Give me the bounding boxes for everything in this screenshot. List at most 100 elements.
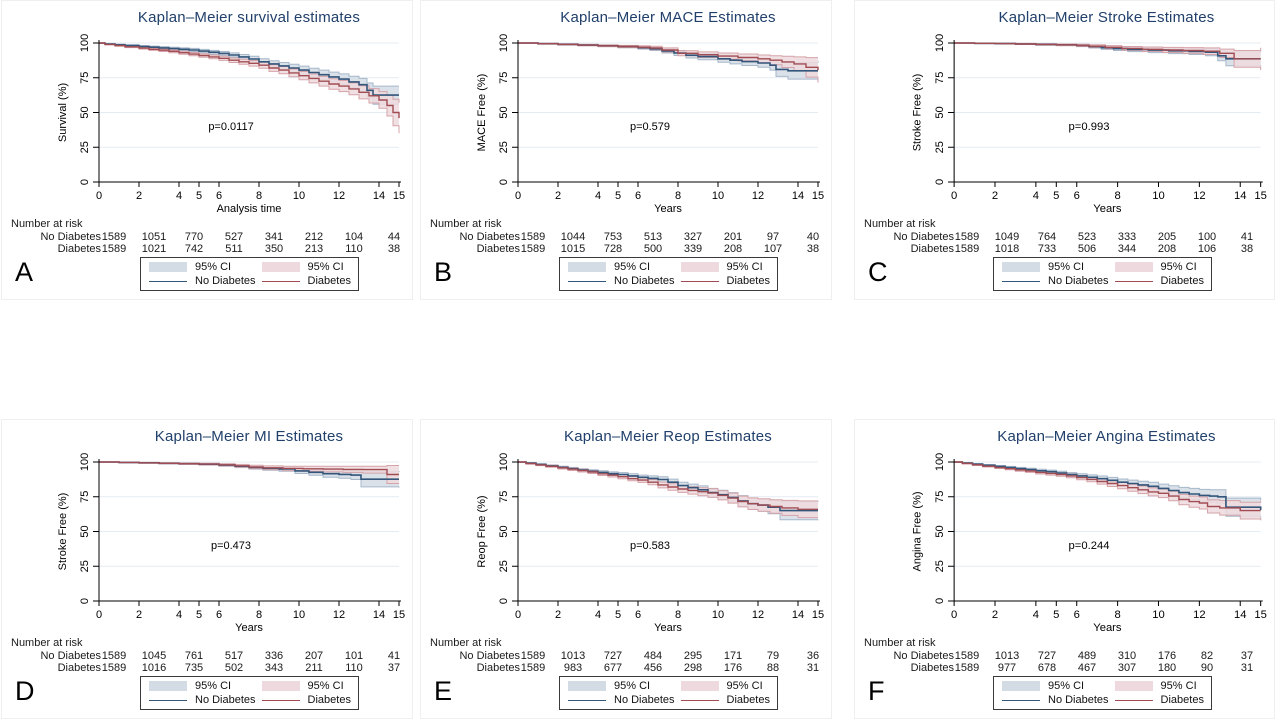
- svg-text:2: 2: [555, 609, 561, 621]
- legend-label: 95% CI: [307, 680, 344, 692]
- risk-row-no-diabetes: No Diabetes 1589 1051 770 527 341 212 104 44: [2, 231, 412, 243]
- risk-count: 31: [806, 662, 820, 674]
- legend-label: Diabetes: [307, 694, 351, 706]
- svg-text:12: 12: [752, 190, 764, 202]
- risk-count: 37: [387, 662, 401, 674]
- legend-item-ci-diabetes: 95% CI: [675, 261, 775, 273]
- line-blue-symbol: [149, 280, 187, 282]
- risk-row-label: Diabetes: [476, 662, 520, 674]
- risk-count: 212: [304, 231, 324, 243]
- svg-text:4: 4: [176, 190, 182, 202]
- risk-count: 753: [603, 231, 623, 243]
- svg-text:5: 5: [196, 190, 202, 202]
- legend-item-no-diabetes: No Diabetes: [143, 694, 256, 706]
- legend-item-diabetes: Diabetes: [675, 275, 775, 287]
- svg-text:25: 25: [934, 141, 946, 153]
- svg-text:12: 12: [1193, 609, 1205, 621]
- risk-count: 1589: [954, 662, 980, 674]
- risk-count: 1016: [141, 662, 167, 674]
- panel-letter: B: [434, 257, 453, 287]
- svg-text:10: 10: [1152, 609, 1164, 621]
- risk-count: 101: [344, 650, 364, 662]
- risk-count: 79: [766, 650, 780, 662]
- svg-text:8: 8: [1114, 190, 1120, 202]
- legend-label: No Diabetes: [195, 694, 256, 706]
- svg-text:50: 50: [498, 106, 510, 118]
- risk-row-no-diabetes: No Diabetes 1589 1013 727 484 295 171 79 36: [421, 650, 831, 662]
- svg-text:12: 12: [752, 609, 764, 621]
- svg-text:Analysis time: Analysis time: [217, 203, 282, 215]
- risk-count: 295: [683, 650, 703, 662]
- svg-text:8: 8: [256, 190, 262, 202]
- risk-row-label: No Diabetes: [459, 650, 520, 662]
- chart-title: Kaplan–Meier MACE Estimates: [560, 9, 776, 26]
- legend: 95% CI 95% CI No Diabetes Diabetes: [559, 257, 778, 291]
- risk-count: 735: [184, 662, 204, 674]
- line-red-symbol: [680, 699, 719, 701]
- risk-count: 176: [1157, 650, 1177, 662]
- risk-count: 201: [723, 231, 743, 243]
- svg-text:Years: Years: [1093, 203, 1122, 215]
- svg-text:75: 75: [79, 491, 91, 503]
- km-panel-4: Kaplan–Meier Reop Estimates 0 25 50 75 100 Re…: [420, 419, 832, 719]
- legend-label: Diabetes: [1160, 275, 1204, 287]
- risk-count: 742: [184, 243, 204, 255]
- ci-red-swatch: [680, 262, 719, 272]
- km-panel-0: Kaplan–Meier survival estimates 0 25 50 75 1…: [1, 0, 413, 300]
- risk-count: 1589: [101, 662, 127, 674]
- ci-blue-swatch: [149, 262, 187, 272]
- risk-count: 1589: [101, 231, 127, 243]
- svg-text:25: 25: [498, 141, 510, 153]
- line-red-symbol: [261, 280, 300, 282]
- svg-text:6: 6: [216, 190, 222, 202]
- panel-letter: E: [434, 676, 453, 706]
- svg-text:4: 4: [176, 609, 182, 621]
- risk-count: 333: [1117, 231, 1137, 243]
- svg-text:100: 100: [79, 34, 91, 52]
- risk-count: 1045: [141, 650, 167, 662]
- risk-row-no-diabetes: No Diabetes 1589 1045 761 517 336 207 101 41: [2, 650, 412, 662]
- panel-letter: A: [15, 257, 34, 287]
- chart-title: Kaplan–Meier Stroke Estimates: [998, 9, 1215, 26]
- line-blue-symbol: [1002, 699, 1040, 701]
- svg-text:15: 15: [393, 609, 405, 621]
- risk-row-no-diabetes: No Diabetes 1589 1044 753 513 327 201 97 40: [421, 231, 831, 243]
- svg-text:0: 0: [79, 179, 91, 185]
- svg-text:2: 2: [992, 609, 998, 621]
- svg-text:10: 10: [712, 609, 724, 621]
- risk-count: 727: [603, 650, 623, 662]
- risk-count: 1015: [560, 243, 586, 255]
- svg-text:p=0.473: p=0.473: [211, 540, 251, 552]
- line-red-symbol: [1114, 699, 1153, 701]
- risk-row-label: Diabetes: [476, 243, 520, 255]
- svg-text:0: 0: [96, 190, 102, 202]
- risk-count: 1589: [520, 662, 546, 674]
- risk-table-header: Number at risk: [864, 218, 936, 230]
- svg-text:75: 75: [934, 491, 946, 503]
- chart-title: Kaplan–Meier survival estimates: [137, 9, 361, 26]
- svg-text:4: 4: [595, 609, 601, 621]
- legend: 95% CI 95% CI No Diabetes Diabetes: [140, 676, 359, 710]
- risk-count: 37: [1240, 650, 1254, 662]
- svg-text:Years: Years: [654, 203, 682, 215]
- svg-text:5: 5: [1053, 190, 1059, 202]
- legend-item-diabetes: Diabetes: [1109, 275, 1209, 287]
- risk-count: 104: [344, 231, 364, 243]
- svg-text:5: 5: [615, 190, 621, 202]
- risk-table-header: Number at risk: [430, 637, 502, 649]
- risk-row-diabetes: Diabetes 1589 1015 728 500 339 208 107 38: [421, 243, 831, 255]
- risk-count: 110: [345, 662, 363, 674]
- svg-text:p=0.0117: p=0.0117: [208, 121, 253, 133]
- risk-count: 517: [224, 650, 244, 662]
- svg-text:15: 15: [812, 190, 824, 202]
- svg-text:8: 8: [1114, 609, 1120, 621]
- svg-text:100: 100: [498, 34, 510, 52]
- risk-count: 484: [643, 650, 663, 662]
- risk-count: 41: [387, 650, 401, 662]
- panel-letter: D: [15, 676, 35, 706]
- svg-text:25: 25: [79, 560, 91, 572]
- legend-label: No Diabetes: [614, 275, 675, 287]
- risk-count: 500: [643, 243, 663, 255]
- ci-red-swatch: [1114, 681, 1153, 691]
- legend: 95% CI 95% CI No Diabetes Diabetes: [559, 676, 778, 710]
